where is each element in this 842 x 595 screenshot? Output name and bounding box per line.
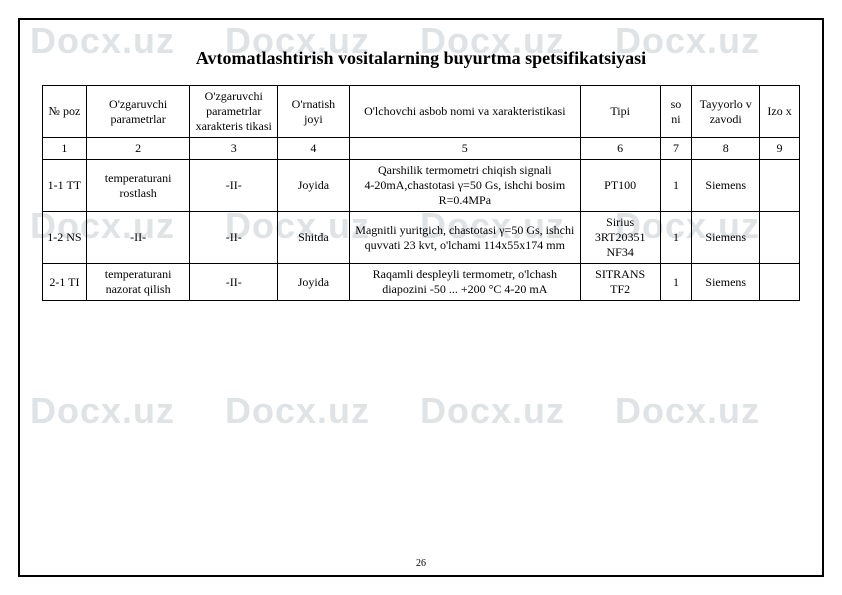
- col-index: 1: [43, 138, 87, 160]
- col-header: Izo x: [760, 86, 800, 138]
- table-cell: [760, 212, 800, 264]
- col-header: O'zgaruvchi parametrlar xarakteris tikas…: [190, 86, 278, 138]
- col-index: 5: [349, 138, 580, 160]
- table-cell: Siemens: [692, 264, 760, 301]
- content-area: Avtomatlashtirish vositalarning buyurtma…: [42, 48, 800, 301]
- table-cell: 1: [660, 160, 692, 212]
- table-row: 2-1 TItemperaturani nazorat qilish-II-Jo…: [43, 264, 800, 301]
- table-header-row: № poz O'zgaruvchi parametrlar O'zgaruvch…: [43, 86, 800, 138]
- table-cell: -II-: [190, 212, 278, 264]
- table-cell: Magnitli yuritgich, chastotasi γ=50 Gs, …: [349, 212, 580, 264]
- table-cell: [760, 264, 800, 301]
- table-row: 1-2 NS-II--II-ShitdaMagnitli yuritgich, …: [43, 212, 800, 264]
- table-index-row: 1 2 3 4 5 6 7 8 9: [43, 138, 800, 160]
- table-cell: 1: [660, 264, 692, 301]
- col-header: O'lchovchi asbob nomi va xarakteristikas…: [349, 86, 580, 138]
- table-cell: Qarshilik termometri chiqish signali4-20…: [349, 160, 580, 212]
- table-cell: Shitda: [278, 212, 350, 264]
- col-header: Tipi: [580, 86, 660, 138]
- table-cell: -II-: [86, 212, 190, 264]
- col-header: № poz: [43, 86, 87, 138]
- table-cell: -II-: [190, 264, 278, 301]
- table-cell: temperaturani nazorat qilish: [86, 264, 190, 301]
- table-cell: 1: [660, 212, 692, 264]
- table-row: 1-1 TTtemperaturani rostlash-II-JoyidaQa…: [43, 160, 800, 212]
- col-index: 7: [660, 138, 692, 160]
- col-index: 2: [86, 138, 190, 160]
- table-cell: 2-1 TI: [43, 264, 87, 301]
- table-cell: -II-: [190, 160, 278, 212]
- table-cell: Siemens: [692, 212, 760, 264]
- col-header: O'zgaruvchi parametrlar: [86, 86, 190, 138]
- col-header: O'rnatish joyi: [278, 86, 350, 138]
- col-header: Tayyorlo v zavodi: [692, 86, 760, 138]
- col-index: 6: [580, 138, 660, 160]
- col-index: 3: [190, 138, 278, 160]
- table-cell: Raqamli despleyli termometr, o'lchash di…: [349, 264, 580, 301]
- spec-table: № poz O'zgaruvchi parametrlar O'zgaruvch…: [42, 85, 800, 301]
- table-cell: Sirius 3RT20351 NF34: [580, 212, 660, 264]
- col-header: so ni: [660, 86, 692, 138]
- page-title: Avtomatlashtirish vositalarning buyurtma…: [42, 48, 800, 69]
- table-cell: Siemens: [692, 160, 760, 212]
- table-cell: 1-2 NS: [43, 212, 87, 264]
- col-index: 9: [760, 138, 800, 160]
- table-cell: Joyida: [278, 264, 350, 301]
- table-cell: SITRANS TF2: [580, 264, 660, 301]
- col-index: 4: [278, 138, 350, 160]
- table-cell: PT100: [580, 160, 660, 212]
- table-cell: temperaturani rostlash: [86, 160, 190, 212]
- table-cell: Joyida: [278, 160, 350, 212]
- table-cell: 1-1 TT: [43, 160, 87, 212]
- col-index: 8: [692, 138, 760, 160]
- page-frame: Avtomatlashtirish vositalarning buyurtma…: [18, 18, 824, 577]
- table-body: 1-1 TTtemperaturani rostlash-II-JoyidaQa…: [43, 160, 800, 301]
- page-number: 26: [20, 558, 822, 569]
- table-cell: [760, 160, 800, 212]
